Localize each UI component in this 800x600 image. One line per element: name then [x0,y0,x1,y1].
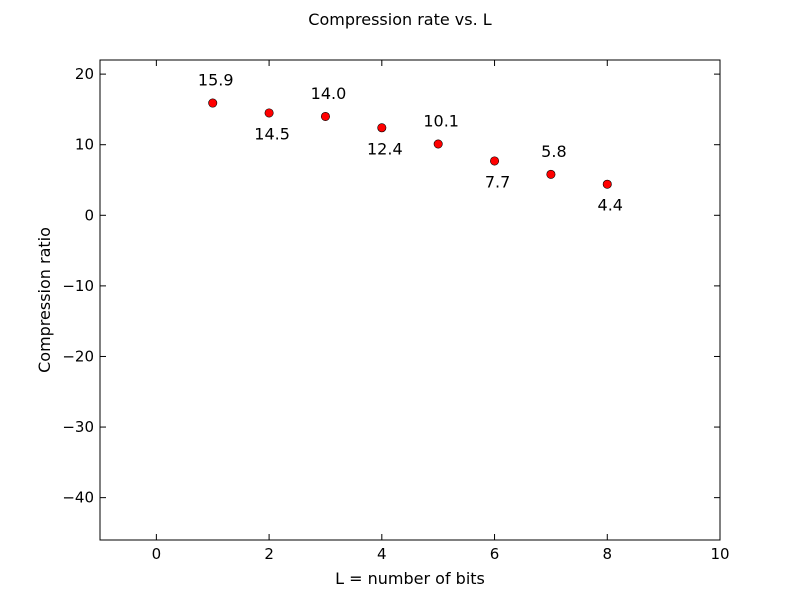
y-tick-label: −40 [62,489,94,507]
x-axis-label: L = number of bits [335,569,485,588]
y-tick-label: −30 [62,418,94,436]
data-point [264,108,274,118]
data-label: 4.4 [598,196,623,215]
data-point [320,111,330,121]
plot-area [99,59,721,541]
x-tick-label: 6 [490,545,500,563]
y-tick-label: −20 [62,347,94,365]
data-points [208,98,612,189]
y-tick-label: 0 [84,206,94,224]
data-point [377,123,387,133]
data-label: 10.1 [423,112,459,131]
data-point [208,98,218,108]
data-point [546,169,556,179]
y-tick-label: 20 [75,65,94,83]
y-axis-label: Compression ratio [35,227,54,373]
data-point [433,139,443,149]
x-tick-label: 8 [602,545,612,563]
x-tick-label: 10 [710,545,729,563]
y-tick-label: 10 [75,136,94,154]
data-label: 15.9 [198,71,234,90]
y-tick-label: −10 [62,277,94,295]
data-label: 7.7 [485,172,510,191]
chart-title: Compression rate vs. L [308,10,491,29]
axis-ticks [100,60,721,540]
data-point [602,179,612,189]
data-point [490,156,500,166]
x-tick-label: 2 [264,545,274,563]
x-tick-label: 4 [377,545,387,563]
x-tick-label: 0 [152,545,162,563]
data-label: 14.0 [311,84,347,103]
axis-tick-labels: 0 2 4 6 8 10 20 10 0 −10 −20 −30 −40 [62,65,729,563]
data-label: 5.8 [541,142,566,161]
data-label: 14.5 [254,124,290,143]
data-labels: 15.9 14.5 14.0 12.4 10.1 7.7 5.8 4.4 [198,71,623,215]
data-label: 12.4 [367,139,403,158]
